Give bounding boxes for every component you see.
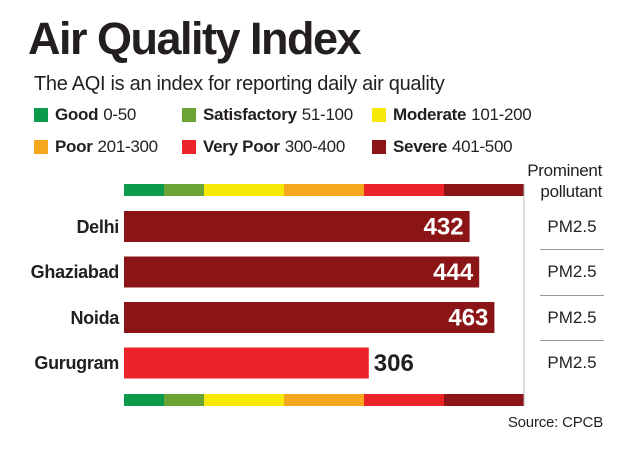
legend-name: Satisfactory: [203, 105, 297, 124]
source-note: Source: CPCB: [507, 414, 603, 431]
legend: Good 0-50 Satisfactory 51-100 Moderate 1…: [34, 104, 554, 160]
legend-range: 101-200: [471, 105, 532, 124]
bar-noida: [124, 302, 495, 333]
bar-value-label-noida: 463: [448, 305, 488, 332]
legend-swatch: [372, 108, 386, 122]
legend-name: Moderate: [393, 105, 467, 124]
legend-range: 0-50: [103, 105, 137, 124]
scale-band-top-poor: [284, 184, 364, 196]
legend-swatch: [182, 140, 196, 154]
prominent-pollutant-delhi: PM2.5: [547, 216, 597, 236]
scale-band-top-severe: [444, 184, 524, 196]
prominent-pollutant-header: Prominent pollutant: [512, 160, 602, 202]
scale-band-bottom-poor: [284, 394, 364, 406]
pollutant-divider: [540, 340, 604, 341]
chart-subtitle: The AQI is an index for reporting daily …: [34, 73, 445, 95]
chart-title: Air Quality Index: [28, 13, 362, 64]
legend-range: 51-100: [301, 105, 353, 124]
legend-item-moderate: Moderate 101-200: [372, 104, 532, 126]
scale-band-bottom-satisfactory: [164, 394, 204, 406]
scale-band-bottom-good: [124, 394, 164, 406]
scale-band-bottom-moderate: [204, 394, 284, 406]
legend-item-very-poor: Very Poor 300-400: [182, 136, 345, 158]
scale-band-top-satisfactory: [164, 184, 204, 196]
bar-value-label-ghaziabad: 444: [433, 259, 474, 286]
legend-item-satisfactory: Satisfactory 51-100: [182, 104, 353, 126]
legend-item-severe: Severe 401-500: [372, 136, 513, 158]
legend-swatch: [34, 108, 48, 122]
legend-name: Severe: [393, 137, 447, 156]
bar-value-label-gurugram: 306: [374, 350, 414, 377]
pollutant-header-line2: pollutant: [540, 182, 602, 201]
legend-swatch: [182, 108, 196, 122]
legend-swatch: [34, 140, 48, 154]
legend-name: Poor: [55, 137, 93, 156]
bar-delhi: [124, 211, 470, 242]
legend-item-poor: Poor 201-300: [34, 136, 158, 158]
bar-value-label-delhi: 432: [424, 214, 464, 241]
pollutant-header-line1: Prominent: [527, 161, 602, 180]
scale-band-top-moderate: [204, 184, 284, 196]
prominent-pollutant-gurugram: PM2.5: [547, 353, 597, 372]
scale-band-bottom-very-poor: [364, 394, 444, 406]
category-label-noida: Noida: [70, 307, 119, 328]
bar-ghaziabad: [124, 256, 480, 288]
scale-band-bottom-severe: [444, 394, 524, 406]
pollutant-divider: [540, 249, 604, 250]
category-label-ghaziabad: Ghaziabad: [30, 262, 120, 282]
scale-band-top-good: [124, 184, 164, 196]
category-label-delhi: Delhi: [76, 216, 119, 237]
legend-swatch: [372, 140, 386, 154]
legend-name: Good: [55, 105, 99, 124]
bar-gurugram: [124, 347, 369, 379]
scale-band-top-very-poor: [364, 184, 444, 196]
pollutant-divider: [540, 294, 604, 296]
legend-name: Very Poor: [203, 137, 280, 156]
legend-range: 300-400: [284, 137, 346, 156]
legend-range: 201-300: [97, 137, 159, 156]
category-label-gurugram: Gurugram: [34, 353, 119, 373]
prominent-pollutant-noida: PM2.5: [547, 307, 597, 327]
legend-item-good: Good 0-50: [34, 104, 136, 126]
legend-range: 401-500: [451, 137, 513, 156]
prominent-pollutant-ghaziabad: PM2.5: [547, 262, 597, 281]
